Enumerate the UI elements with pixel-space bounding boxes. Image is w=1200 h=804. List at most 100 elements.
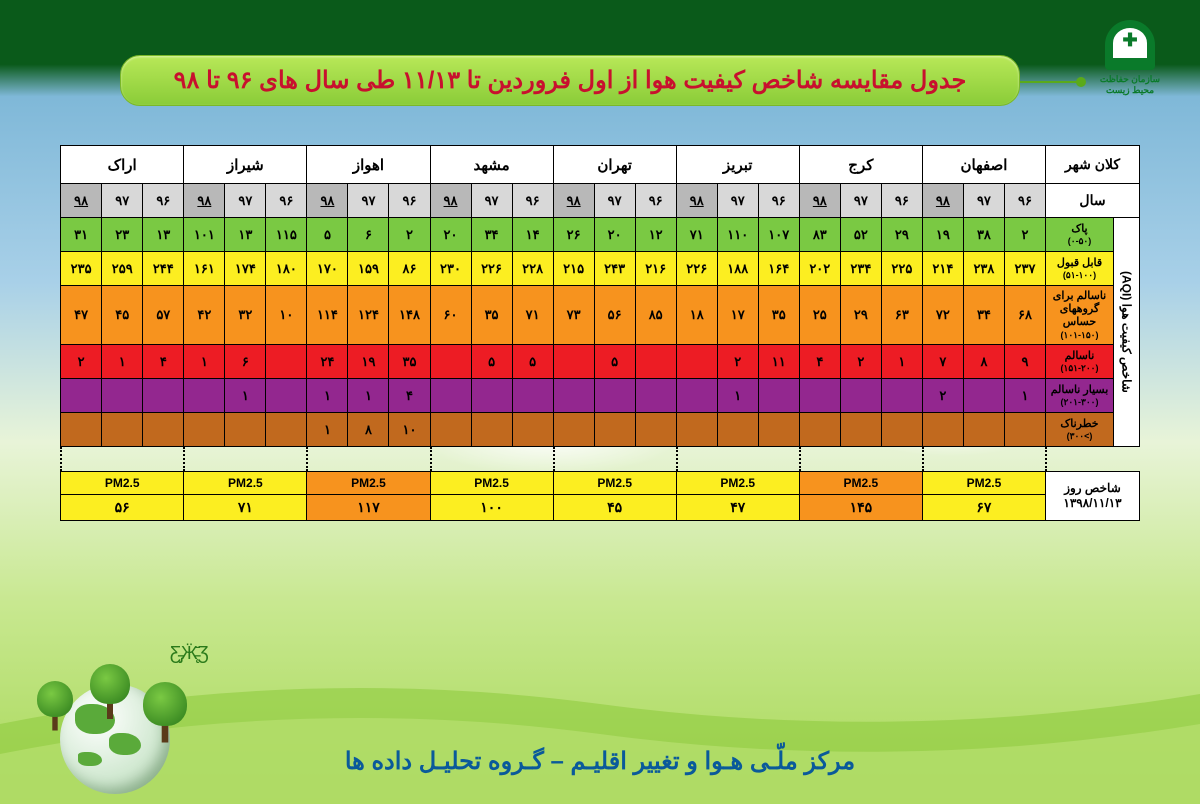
cell	[963, 379, 1004, 413]
gap-cell	[841, 447, 882, 471]
cell: ۱۶۱	[184, 252, 225, 286]
cell	[799, 413, 840, 447]
cell: ۳۴	[963, 286, 1004, 345]
daily-value: ۷۱	[184, 495, 307, 521]
year-cell: ۹۶	[389, 184, 430, 218]
cell: ۲۲۸	[512, 252, 553, 286]
cell: ۲۹	[840, 286, 881, 345]
cell: ۳۵	[758, 286, 799, 345]
cell: ۲۱۶	[635, 252, 676, 286]
category-label-vunh: بسیار ناسالم(۲۰۱-۳۰۰)	[1045, 379, 1113, 413]
year-cell: ۹۷	[717, 184, 758, 218]
cell: ۲۲۶	[676, 252, 717, 286]
title-wrap: جدول مقایسه شاخص کیفیت هوا از اول فروردی…	[120, 55, 1020, 106]
cell: ۱۲	[635, 218, 676, 252]
gap-cell	[1046, 447, 1114, 471]
daily-value: ۴۵	[553, 495, 676, 521]
aqi-row-sens: ناسالم برای گروههای حساس(۱۰۱-۱۵۰)۶۸۳۴۷۲۶…	[61, 286, 1140, 345]
butterfly-icon: Ƹ̵̡Ӝ̵̨̄Ʒ	[170, 643, 209, 664]
cell: ۱۱۴	[307, 286, 348, 345]
cell: ۱۰۷	[758, 218, 799, 252]
cell: ۲۵	[799, 286, 840, 345]
cell	[430, 345, 471, 379]
tree-icon	[138, 666, 193, 743]
cell: ۲۳۸	[963, 252, 1004, 286]
cell	[553, 413, 594, 447]
cell	[471, 379, 512, 413]
city-7: اراک	[61, 146, 184, 184]
cell: ۱۹	[348, 345, 389, 379]
daily-val-row: ۶۷۱۴۵۴۷۴۵۱۰۰۱۱۷۷۱۵۶	[61, 495, 1140, 521]
cell	[143, 413, 184, 447]
cell: ۱۸۸	[717, 252, 758, 286]
cell: ۲۴۴	[143, 252, 184, 286]
category-label-mod: قابل قبول(۵۱-۱۰۰)	[1045, 252, 1113, 286]
cell	[676, 413, 717, 447]
category-label-unh: ناسالم(۱۵۱-۲۰۰)	[1045, 345, 1113, 379]
cell	[553, 379, 594, 413]
cell: ۱	[184, 345, 225, 379]
daily-pollutant: PM2.5	[553, 472, 676, 495]
year-cell: ۹۸	[184, 184, 225, 218]
year-label: سال	[1045, 184, 1139, 218]
daily-pollutant: PM2.5	[922, 472, 1045, 495]
cell: ۲۱۴	[922, 252, 963, 286]
cell: ۷۱	[512, 286, 553, 345]
cell	[717, 413, 758, 447]
cell: ۲۳۷	[1004, 252, 1045, 286]
year-cell: ۹۸	[553, 184, 594, 218]
cell: ۲	[840, 345, 881, 379]
year-cell: ۹۷	[225, 184, 266, 218]
cell	[184, 413, 225, 447]
cell: ۱۸	[676, 286, 717, 345]
gap-cell	[225, 447, 266, 471]
cell	[922, 413, 963, 447]
cell	[840, 413, 881, 447]
aqi-row-unh: ناسالم(۱۵۱-۲۰۰)۹۸۷۱۲۴۱۱۲۵۵۵۳۵۱۹۲۴۶۱۴۱۲	[61, 345, 1140, 379]
cell: ۲۳۵	[61, 252, 102, 286]
daily-value: ۵۶	[61, 495, 184, 521]
aqi-body: شاخص کیفیت هوا (AQI)پاک(۰-۵۰)۲۳۸۱۹۲۹۵۲۸۳…	[61, 218, 1140, 447]
city-4: مشهد	[430, 146, 553, 184]
cell: ۲۰۲	[799, 252, 840, 286]
cell: ۱۷۰	[307, 252, 348, 286]
cell: ۱	[307, 413, 348, 447]
aqi-row-mod: قابل قبول(۵۱-۱۰۰)۲۳۷۲۳۸۲۱۴۲۲۵۲۳۴۲۰۲۱۶۴۱۸…	[61, 252, 1140, 286]
cell	[635, 413, 676, 447]
cell	[881, 379, 922, 413]
daily-pollutant: PM2.5	[676, 472, 799, 495]
cell: ۸	[963, 345, 1004, 379]
year-cell: ۹۷	[348, 184, 389, 218]
cell: ۱۳	[143, 218, 184, 252]
gap-cell	[923, 447, 964, 471]
gap-cell	[1005, 447, 1046, 471]
cell: ۱۷	[717, 286, 758, 345]
aqi-side-label: شاخص کیفیت هوا (AQI)	[1114, 218, 1140, 447]
cell: ۱	[1004, 379, 1045, 413]
cell	[1004, 413, 1045, 447]
year-cell: ۹۷	[963, 184, 1004, 218]
daily-body: شاخص روز۱۳۹۸/۱۱/۱۳PM2.5PM2.5PM2.5PM2.5PM…	[61, 472, 1140, 521]
cell: ۱۹	[922, 218, 963, 252]
gap-cell	[307, 447, 348, 471]
cell: ۷۱	[676, 218, 717, 252]
cell: ۲	[389, 218, 430, 252]
cell: ۴	[799, 345, 840, 379]
cell	[102, 379, 143, 413]
gap-cell	[390, 447, 431, 471]
cell	[61, 413, 102, 447]
daily-value: ۶۷	[922, 495, 1045, 521]
tree-icon	[33, 668, 78, 731]
cell: ۸	[348, 413, 389, 447]
gap-cell	[800, 447, 841, 471]
gap-cell	[143, 447, 184, 471]
year-cell: ۹۶	[266, 184, 307, 218]
daily-value: ۴۷	[676, 495, 799, 521]
cell: ۱	[348, 379, 389, 413]
cell: ۱۵۹	[348, 252, 389, 286]
cell: ۵۷	[143, 286, 184, 345]
cell	[799, 379, 840, 413]
aqi-table-wrap: کلان شهراصفهانکرجتبریزتهرانمشهداهوازشیرا…	[60, 145, 1140, 521]
cell: ۲۳۴	[840, 252, 881, 286]
cell: ۱۴۸	[389, 286, 430, 345]
